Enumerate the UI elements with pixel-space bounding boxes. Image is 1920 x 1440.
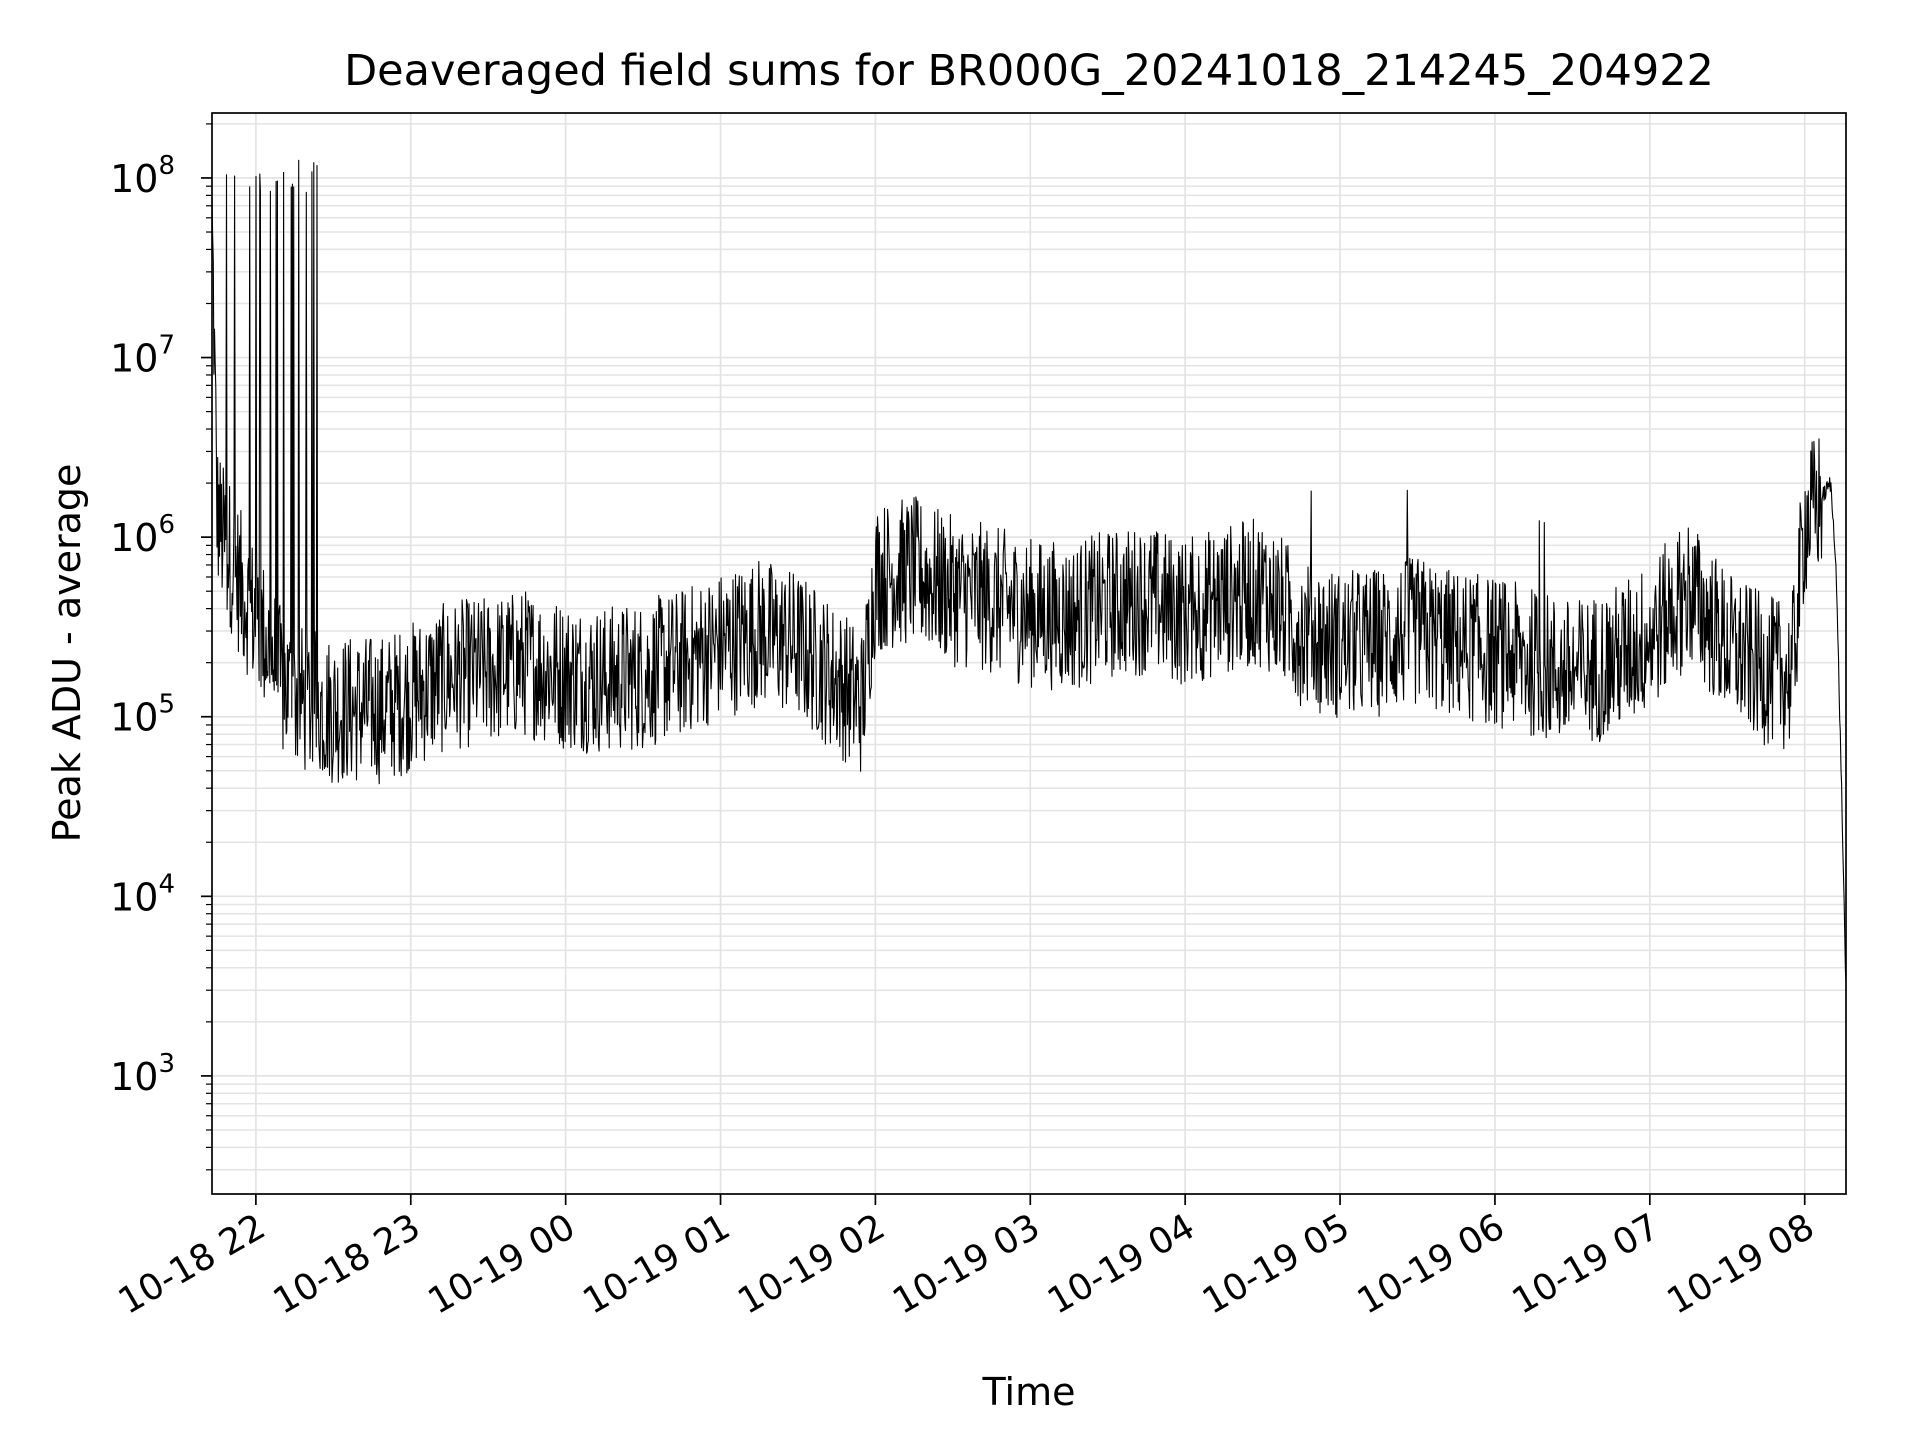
- y-tick-label: 104: [110, 869, 175, 919]
- y-axis-label: Peak ADU - average: [45, 464, 89, 843]
- grid-lines: [212, 113, 1846, 1194]
- y-tick-label: 107: [110, 331, 175, 381]
- plot-frame: [211, 112, 1847, 1195]
- y-axis: 103 104 105 106 107 108: [110, 123, 212, 1171]
- x-axis-label: Time: [982, 1370, 1076, 1414]
- chart-title: Deaveraged field sums for BR000G_2024101…: [344, 46, 1714, 96]
- y-tick-label: 105: [110, 690, 175, 740]
- series-line: [212, 159, 1846, 983]
- y-tick-label: 103: [110, 1049, 175, 1099]
- y-tick-label: 108: [110, 151, 175, 201]
- y-tick-label: 106: [110, 510, 175, 560]
